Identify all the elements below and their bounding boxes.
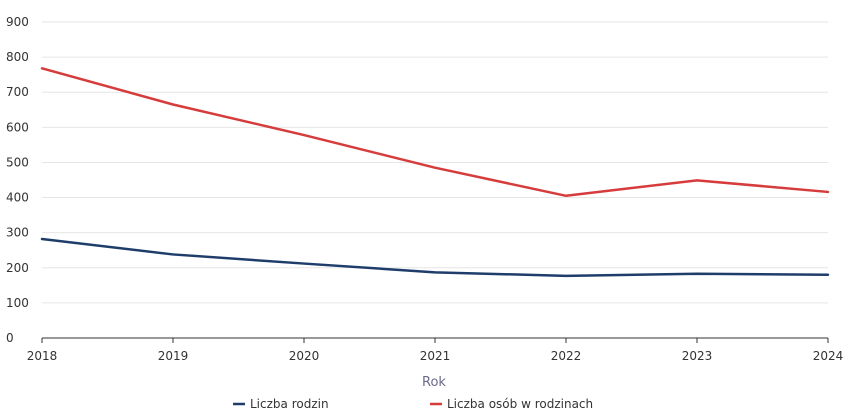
y-tick-label: 500 (6, 155, 29, 169)
legend-item-1[interactable]: Liczba rodzin (233, 397, 329, 411)
series-lines (39, 65, 831, 279)
y-tick-label: 800 (6, 50, 29, 64)
data-point[interactable] (825, 272, 831, 278)
data-point[interactable] (432, 269, 438, 275)
y-tick-label: 0 (6, 331, 14, 345)
y-tick-label: 700 (6, 85, 29, 99)
y-tick-label: 200 (6, 261, 29, 275)
data-point[interactable] (563, 273, 569, 279)
data-point[interactable] (825, 189, 831, 195)
x-tick-label: 2020 (289, 349, 320, 363)
x-tick-label: 2022 (551, 349, 582, 363)
x-axis-ticks: 2018 2019 2020 2021 2022 2023 2024 (27, 338, 843, 363)
x-tick-label: 2023 (682, 349, 713, 363)
data-point[interactable] (694, 177, 700, 183)
legend-label: Liczba rodzin (250, 397, 329, 411)
x-tick-label: 2024 (813, 349, 843, 363)
y-tick-label: 300 (6, 226, 29, 240)
x-tick-label: 2021 (420, 349, 451, 363)
data-point[interactable] (170, 251, 176, 257)
grid-lines (42, 21, 828, 304)
y-tick-label: 400 (6, 191, 29, 205)
data-point[interactable] (563, 193, 569, 199)
data-point[interactable] (170, 102, 176, 108)
y-tick-label: 600 (6, 120, 29, 134)
legend-label: Liczba osób w rodzinach (447, 397, 593, 411)
y-tick-label: 900 (6, 15, 29, 29)
data-point[interactable] (39, 236, 45, 242)
data-point[interactable] (432, 165, 438, 171)
legend[interactable]: Liczba rodzin Liczba osób w rodzinach (233, 397, 593, 411)
data-point[interactable] (301, 132, 307, 138)
x-tick-label: 2018 (27, 349, 58, 363)
legend-item-2[interactable]: Liczba osób w rodzinach (430, 397, 593, 411)
y-tick-label: 100 (6, 296, 29, 310)
x-tick-label: 2019 (158, 349, 189, 363)
x-axis-title: Rok (422, 375, 446, 390)
data-point[interactable] (301, 261, 307, 267)
series-line-2[interactable] (40, 67, 830, 198)
data-point[interactable] (694, 271, 700, 277)
series-line-1[interactable] (40, 237, 830, 278)
y-axis-ticks: 0 100 200 300 400 500 600 700 800 900 (6, 15, 29, 345)
data-point[interactable] (39, 65, 45, 71)
